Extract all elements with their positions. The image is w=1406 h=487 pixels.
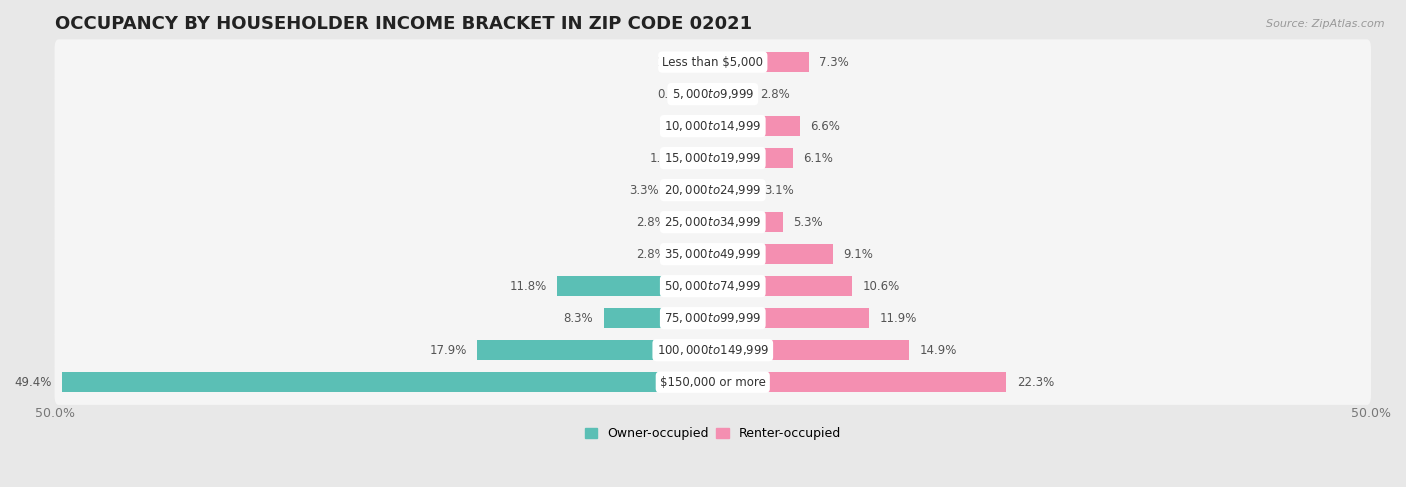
Text: 11.9%: 11.9% [880,312,917,325]
Text: 14.9%: 14.9% [920,344,957,356]
Bar [713,276,852,296]
Text: 10.6%: 10.6% [863,280,900,293]
Bar [704,84,713,104]
Bar [62,372,713,392]
Bar [477,340,713,360]
Bar [697,52,713,72]
FancyBboxPatch shape [55,72,1371,117]
Bar [713,244,832,264]
Bar [713,180,754,200]
Bar [713,340,908,360]
FancyBboxPatch shape [55,199,1371,245]
Text: $35,000 to $49,999: $35,000 to $49,999 [664,247,762,261]
FancyBboxPatch shape [55,168,1371,213]
FancyBboxPatch shape [55,263,1371,309]
Bar [713,84,749,104]
Text: 1.2%: 1.2% [657,56,686,69]
Text: 2.8%: 2.8% [761,88,790,101]
Text: $15,000 to $19,999: $15,000 to $19,999 [664,151,762,165]
Text: Source: ZipAtlas.com: Source: ZipAtlas.com [1267,19,1385,30]
Text: $25,000 to $34,999: $25,000 to $34,999 [664,215,762,229]
Text: 5.3%: 5.3% [793,216,823,228]
Legend: Owner-occupied, Renter-occupied: Owner-occupied, Renter-occupied [579,422,846,445]
Text: 0.63%: 0.63% [657,88,695,101]
FancyBboxPatch shape [55,103,1371,149]
FancyBboxPatch shape [55,296,1371,341]
Bar [690,148,713,168]
Text: 1.7%: 1.7% [650,151,681,165]
Text: $50,000 to $74,999: $50,000 to $74,999 [664,279,762,293]
FancyBboxPatch shape [55,327,1371,373]
Text: 11.8%: 11.8% [509,280,547,293]
Text: $150,000 or more: $150,000 or more [659,375,766,389]
Bar [713,148,793,168]
FancyBboxPatch shape [55,359,1371,405]
Text: 2.8%: 2.8% [636,248,665,261]
Text: 22.3%: 22.3% [1017,375,1054,389]
Bar [603,308,713,328]
Bar [713,308,869,328]
Bar [713,212,783,232]
Bar [709,116,713,136]
Text: 17.9%: 17.9% [429,344,467,356]
Bar [713,116,800,136]
Bar [713,372,1007,392]
Text: 9.1%: 9.1% [844,248,873,261]
Text: $20,000 to $24,999: $20,000 to $24,999 [664,183,762,197]
Text: 6.6%: 6.6% [810,120,839,132]
Text: $5,000 to $9,999: $5,000 to $9,999 [672,87,754,101]
Text: $100,000 to $149,999: $100,000 to $149,999 [657,343,769,357]
FancyBboxPatch shape [55,135,1371,181]
FancyBboxPatch shape [55,231,1371,277]
Text: OCCUPANCY BY HOUSEHOLDER INCOME BRACKET IN ZIP CODE 02021: OCCUPANCY BY HOUSEHOLDER INCOME BRACKET … [55,15,752,33]
Text: 0.33%: 0.33% [661,120,697,132]
Bar [557,276,713,296]
Text: $10,000 to $14,999: $10,000 to $14,999 [664,119,762,133]
Text: 2.8%: 2.8% [636,216,665,228]
Text: 3.3%: 3.3% [628,184,659,197]
Text: Less than $5,000: Less than $5,000 [662,56,763,69]
Bar [669,180,713,200]
Text: $75,000 to $99,999: $75,000 to $99,999 [664,311,762,325]
Bar [676,244,713,264]
Text: 49.4%: 49.4% [14,375,52,389]
Bar [676,212,713,232]
Text: 8.3%: 8.3% [564,312,593,325]
FancyBboxPatch shape [55,39,1371,85]
Text: 3.1%: 3.1% [763,184,794,197]
Text: 7.3%: 7.3% [820,56,849,69]
Text: 6.1%: 6.1% [804,151,834,165]
Bar [713,52,808,72]
